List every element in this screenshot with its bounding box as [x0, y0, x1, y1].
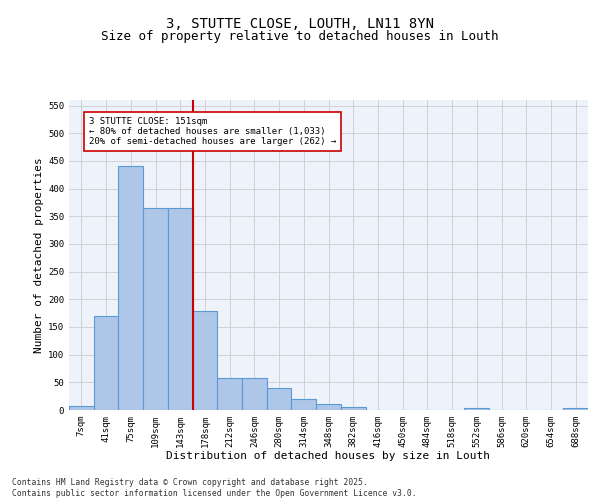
X-axis label: Distribution of detached houses by size in Louth: Distribution of detached houses by size … — [167, 452, 491, 462]
Bar — [267, 388, 292, 410]
Bar — [217, 378, 242, 410]
Text: 3 STUTTE CLOSE: 151sqm
← 80% of detached houses are smaller (1,033)
20% of semi-: 3 STUTTE CLOSE: 151sqm ← 80% of detached… — [89, 116, 336, 146]
Text: Size of property relative to detached houses in Louth: Size of property relative to detached ho… — [101, 30, 499, 43]
Bar — [69, 406, 94, 410]
Bar — [193, 312, 217, 410]
Text: 3, STUTTE CLOSE, LOUTH, LN11 8YN: 3, STUTTE CLOSE, LOUTH, LN11 8YN — [166, 18, 434, 32]
Bar — [563, 408, 588, 410]
Bar — [316, 404, 341, 410]
Bar — [292, 399, 316, 410]
Bar — [118, 166, 143, 410]
Bar — [168, 208, 193, 410]
Y-axis label: Number of detached properties: Number of detached properties — [34, 157, 44, 353]
Bar — [464, 408, 489, 410]
Bar — [341, 407, 365, 410]
Bar — [242, 378, 267, 410]
Bar — [143, 208, 168, 410]
Bar — [94, 316, 118, 410]
Text: Contains HM Land Registry data © Crown copyright and database right 2025.
Contai: Contains HM Land Registry data © Crown c… — [12, 478, 416, 498]
